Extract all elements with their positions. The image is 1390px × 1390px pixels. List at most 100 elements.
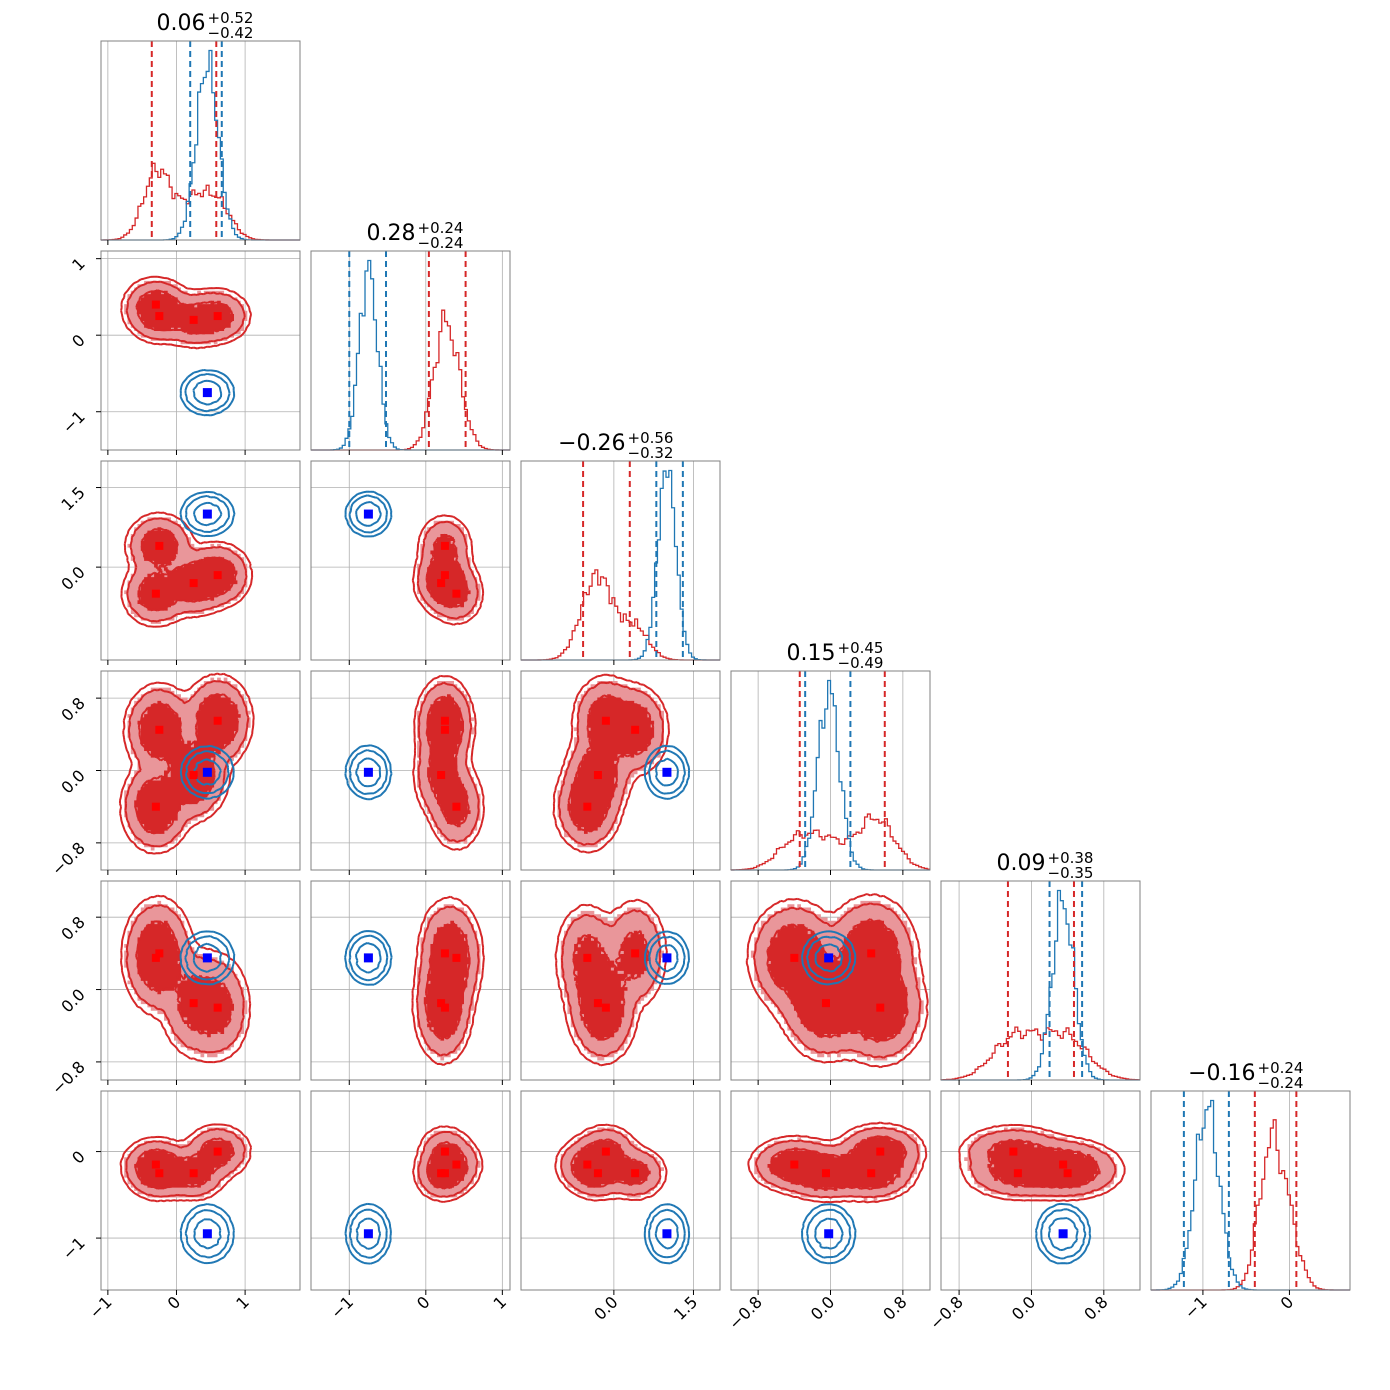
x-ticklabel-3: 0.8 [879, 1292, 910, 1323]
panel-frame [520, 670, 721, 871]
truth-marker-red [189, 999, 198, 1008]
truth-marker-red [155, 541, 164, 550]
contour-red [560, 1128, 662, 1197]
truth-marker-red [1009, 1147, 1018, 1156]
truth-marker-red [593, 771, 602, 780]
truth-marker-red [867, 1169, 876, 1178]
pair-panel-5-3 [730, 1090, 931, 1295]
x-ticklabel-4: 0.0 [1008, 1292, 1039, 1323]
density-layer [120, 490, 254, 628]
truth-marker-red [821, 999, 830, 1008]
y-ticklabel-5: 0 [68, 1147, 89, 1168]
contour-red [120, 275, 253, 350]
contour-red [747, 1121, 928, 1204]
truth-marker-red [151, 802, 160, 811]
truth-marker-blue [662, 953, 672, 963]
truth-marker-red [601, 716, 610, 725]
pair-panel-5-4 [940, 1090, 1141, 1295]
truth-marker-red [213, 312, 222, 321]
pair-panel-4-0 [96, 880, 301, 1085]
contour-red [126, 517, 248, 623]
panel-frame [520, 1090, 721, 1291]
truth-marker-red [189, 1169, 198, 1178]
panel-frame [310, 880, 511, 1081]
contour-red [424, 922, 471, 1040]
x-ticklabel-4: 0.8 [1080, 1292, 1111, 1323]
title-plus: +0.24 [1258, 1059, 1304, 1077]
hist-panel-4 [940, 880, 1141, 1085]
pair-panel-5-2 [520, 1090, 721, 1295]
density-layer [344, 490, 485, 626]
density-layer [958, 1123, 1126, 1265]
contour-blue [355, 1217, 382, 1250]
panel-background [101, 41, 300, 240]
truth-marker-blue [363, 509, 373, 519]
title-minus: −0.35 [1048, 864, 1094, 882]
truth-marker-red [440, 1147, 449, 1156]
y-ticklabel-4: −0.8 [48, 1057, 89, 1098]
contour-red [416, 520, 479, 620]
truth-marker-blue [202, 388, 212, 398]
truth-marker-red [437, 999, 446, 1008]
histogram-red [940, 1026, 1140, 1081]
truth-marker-red [437, 579, 446, 588]
y-ticklabel-1: 0 [68, 331, 89, 352]
panel-background [101, 251, 300, 450]
truth-marker-red [1063, 1169, 1072, 1178]
density-layer [120, 894, 252, 1064]
density-fill-inner [767, 1137, 908, 1191]
title-plus: +0.56 [628, 429, 674, 447]
truth-marker-red [790, 1160, 799, 1169]
density-layer [554, 898, 691, 1067]
truth-marker-blue [662, 1229, 672, 1239]
x-ticklabel-2: 1.5 [670, 1292, 701, 1323]
truth-marker-red [189, 315, 198, 324]
contour-blue [654, 1218, 679, 1250]
density-layer [554, 1123, 691, 1265]
histogram-red [730, 813, 930, 871]
panel-frame [520, 880, 721, 1081]
x-ticklabel-2: 0.0 [590, 1292, 621, 1323]
hist-panel-5 [1150, 1090, 1351, 1295]
contour-blue [805, 935, 852, 981]
x-ticklabel-5: 0 [1277, 1292, 1298, 1313]
contour-blue [355, 941, 382, 974]
truth-marker-red [790, 953, 799, 962]
y-ticklabel-4: 0.8 [57, 913, 88, 944]
truth-marker-red [151, 1160, 160, 1169]
truth-marker-red [593, 999, 602, 1008]
contour-blue [654, 944, 679, 973]
contour-blue [348, 494, 388, 534]
contour-blue [193, 1218, 222, 1250]
pair-panel-2-1 [310, 460, 511, 665]
truth-marker-blue [202, 1229, 212, 1239]
contour-blue [348, 749, 388, 796]
density-layer [344, 1125, 484, 1265]
truth-marker-red [155, 725, 164, 734]
hist-panel-2 [520, 460, 721, 665]
y-ticklabel-2: 1.5 [57, 483, 88, 514]
contour-red [137, 527, 238, 612]
contour-red [958, 1123, 1126, 1203]
contour-blue [184, 935, 231, 981]
title-plus: +0.24 [418, 219, 464, 237]
contour-red [417, 1130, 479, 1198]
panel-frame [100, 1090, 301, 1291]
hist-panel-0 [100, 40, 301, 245]
density-layer [747, 1121, 928, 1265]
truth-marker-red [440, 725, 449, 734]
contour-blue [179, 368, 236, 417]
truth-marker-red [440, 1003, 449, 1012]
title-3: 0.15 +0.45−0.49 [787, 639, 884, 672]
truth-marker-red [583, 1160, 592, 1169]
panel-frame [310, 460, 511, 661]
title-value: −0.16 [1188, 1061, 1255, 1086]
contour-red [567, 694, 655, 833]
density-layer [552, 673, 691, 854]
panel-frame [100, 40, 301, 241]
title-value: 0.06 [157, 11, 206, 36]
truth-marker-red [1059, 1160, 1068, 1169]
x-ticklabel-1: 0 [413, 1292, 434, 1313]
title-value: −0.26 [558, 431, 625, 456]
contour-blue [344, 744, 393, 801]
